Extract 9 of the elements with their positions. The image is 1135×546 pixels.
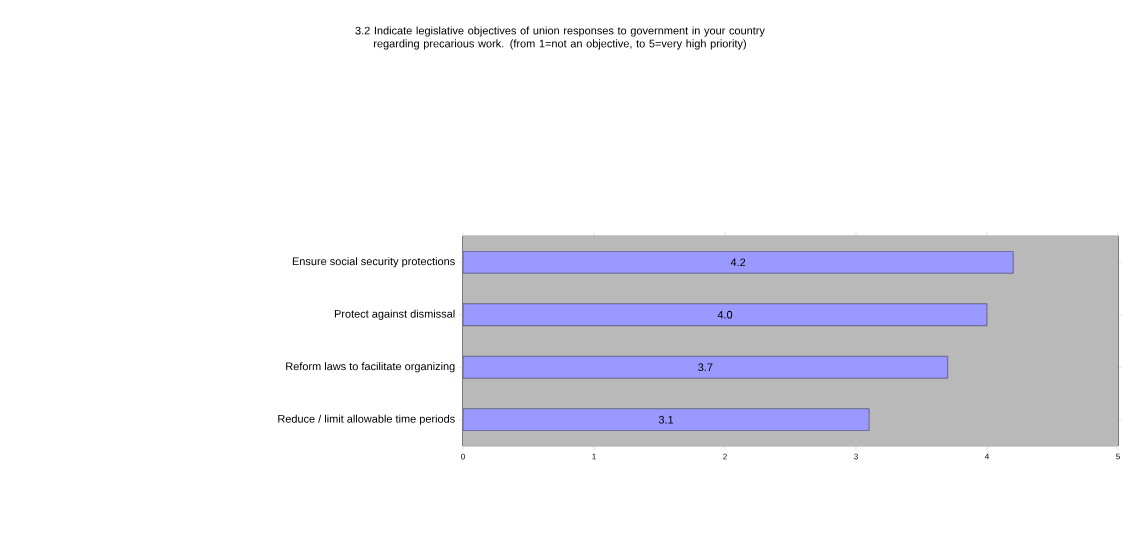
- y-tick-label: Reduce / limit allowable time periods: [278, 414, 455, 425]
- data-label: 4.2: [730, 258, 746, 267]
- y-tick-label: Reform laws to facilitate organizing: [286, 362, 455, 373]
- chart-title: 3.2 Indicate legislative objectives of union responses to government in your country regarding precarious work. (from 1=not an objective, to 5=very high priority): [355, 26, 765, 50]
- data-label: 4.0: [717, 310, 733, 319]
- data-label: 3.1: [658, 415, 674, 424]
- y-tick-label: Ensure social security protections: [292, 257, 455, 268]
- y-tick-label: Protect against dismissal: [334, 309, 455, 320]
- data-label: 3.7: [698, 363, 713, 372]
